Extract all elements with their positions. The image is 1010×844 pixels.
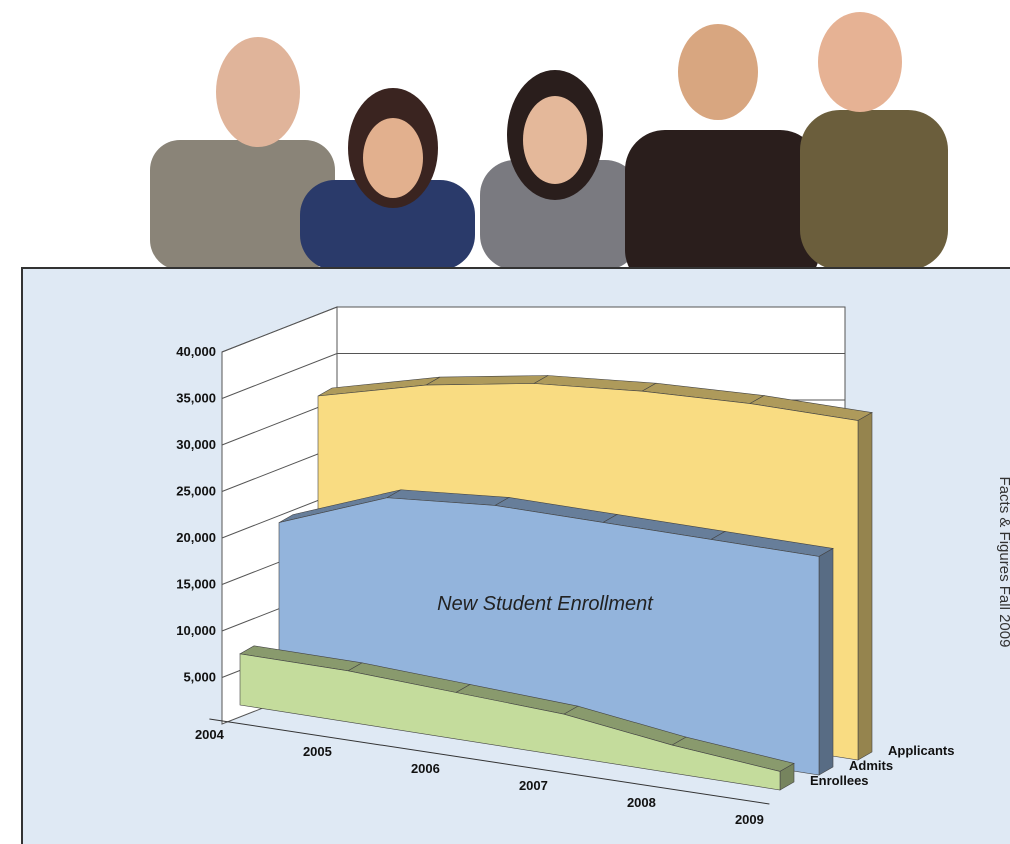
x-tick-label: 2005 — [303, 744, 332, 759]
grid-line — [221, 306, 845, 353]
x-axis — [209, 718, 770, 805]
chart: 5,000 10,000 15,000 20,000 25,000 30,000 35,00… — [176, 306, 954, 827]
x-tick-label: 2007 — [519, 778, 548, 793]
legend-label: Admits — [849, 758, 893, 773]
y-tick-label: 35,000 — [176, 391, 216, 406]
x-tick-label: 2006 — [411, 761, 440, 776]
x-tick-label: 2008 — [627, 795, 656, 810]
y-tick-label: 30,000 — [176, 437, 216, 452]
photo — [150, 12, 948, 290]
area — [239, 653, 781, 791]
x-tick-label: 2009 — [735, 812, 764, 827]
side-text: Facts & Figures Fall 2009 — [996, 477, 1010, 648]
y-tick-label: 40,000 — [176, 344, 216, 359]
y-tick-label: 25,000 — [176, 484, 216, 499]
annotation: New Student Enrollment — [437, 593, 654, 615]
grid-line — [221, 353, 845, 399]
y-tick-label: 15,000 — [176, 577, 216, 592]
legend-label: Applicants — [888, 743, 954, 758]
area-side — [857, 412, 873, 761]
y-tick-label: 10,000 — [176, 623, 216, 638]
y-tick-label: 5,000 — [183, 670, 216, 685]
legend-label: Enrollees — [810, 773, 869, 788]
y-tick-label: 20,000 — [176, 530, 216, 545]
area-side — [818, 547, 834, 776]
x-tick-label: 2004 — [195, 727, 225, 742]
